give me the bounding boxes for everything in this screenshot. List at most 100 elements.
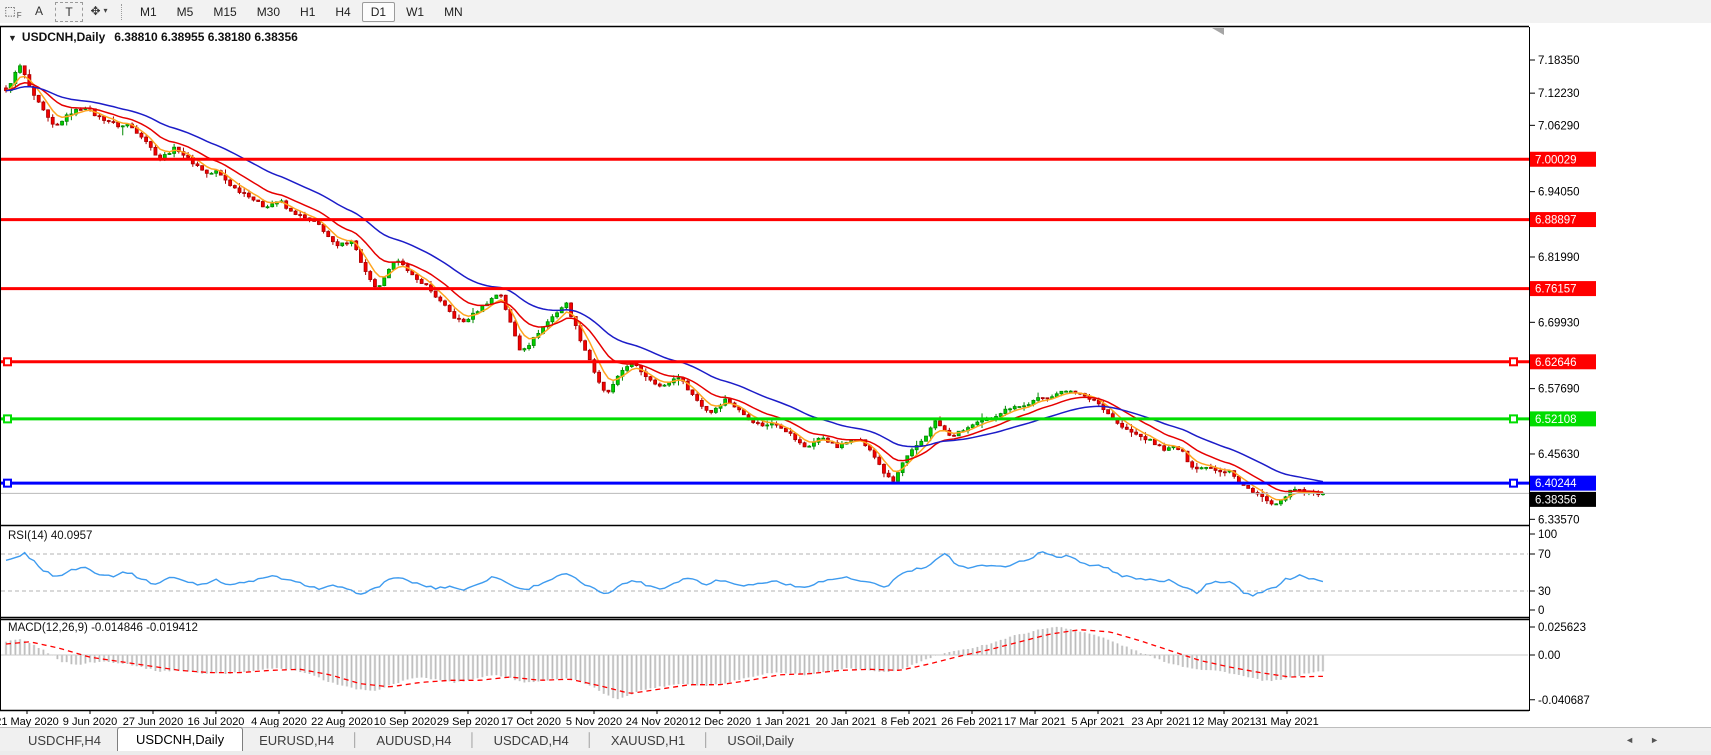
svg-text:6.33570: 6.33570 <box>1538 514 1580 526</box>
tab-eurusd-h4[interactable]: EURUSD,H4 <box>259 733 335 748</box>
date-axis-labels: 21 May 2020 9 Jun 2020 27 Jun 2020 16 Jul 2… <box>0 711 1319 728</box>
timeframe-button-d1[interactable]: D1 <box>361 1 396 22</box>
templates-icon[interactable]: ⬚ F <box>4 3 22 20</box>
rsi-plot <box>1 551 1528 597</box>
tab-usdcnh-daily[interactable]: USDCNH,Daily <box>116 727 244 752</box>
svg-text:6.94050: 6.94050 <box>1538 187 1580 199</box>
svg-text:6.81990: 6.81990 <box>1538 252 1580 264</box>
svg-text:70: 70 <box>1538 549 1551 561</box>
svg-text:12 Dec 2020: 12 Dec 2020 <box>689 716 751 728</box>
top-toolbar: ⬚ F A T ✥ ▾ M1 M5 M15 M30 H1 H4 D1 W1 MN <box>0 0 1711 24</box>
collapse-arrow-icon[interactable]: ▼ <box>8 33 17 43</box>
font-icon[interactable]: A <box>34 3 43 18</box>
price-axis-labels: 7.18350 7.12230 7.06290 6.94050 6.81990 6.699… <box>1530 55 1596 707</box>
svg-text:0.025623: 0.025623 <box>1538 622 1586 634</box>
timeframe-button-h1[interactable]: H1 <box>300 4 316 19</box>
tab-usoil-daily[interactable]: USOil,Daily <box>727 733 794 748</box>
pane-resize-handle-rsi[interactable] <box>0 525 1529 529</box>
toolbar-separator <box>121 3 123 20</box>
hline-handle[interactable] <box>1509 478 1518 488</box>
timeframe-button-w1[interactable]: W1 <box>406 4 425 19</box>
svg-text:30: 30 <box>1538 586 1551 598</box>
symbol-period-label: USDCNH,Daily <box>21 30 106 44</box>
svg-text:24 Nov 2020: 24 Nov 2020 <box>626 716 688 728</box>
tab-scroll-right-icon[interactable]: ► <box>1650 735 1659 745</box>
chart-title: ▼ USDCNH,Daily 6.38810 6.38955 6.38180 6.3… <box>8 30 298 44</box>
pane-resize-handle-macd[interactable] <box>0 617 1529 622</box>
macd-histogram <box>1 626 1528 700</box>
timeframe-button-m30[interactable]: M30 <box>256 4 281 19</box>
hline-handle[interactable] <box>1509 414 1518 424</box>
tab-usdchf-h4[interactable]: USDCHF,H4 <box>28 733 101 748</box>
svg-text:-0.040687: -0.040687 <box>1538 695 1590 707</box>
svg-text:5 Apr 2021: 5 Apr 2021 <box>1071 716 1124 728</box>
ohlc-readout: 6.38810 6.38955 6.38180 6.38356 <box>114 30 298 44</box>
svg-text:8 Feb 2021: 8 Feb 2021 <box>881 716 937 728</box>
macd-indicator-label: MACD(12,26,9) -0.014846 -0.019412 <box>8 622 198 634</box>
chart-canvas: 7.18350 7.12230 7.06290 6.94050 6.81990 6.699… <box>0 23 1711 755</box>
timeframe-button-m5[interactable]: M5 <box>176 4 194 19</box>
timeframe-button-m15[interactable]: M15 <box>213 4 237 19</box>
svg-text:16 Jul 2020: 16 Jul 2020 <box>188 716 245 728</box>
svg-text:6.38356: 6.38356 <box>1535 494 1577 506</box>
svg-text:23 Apr 2021: 23 Apr 2021 <box>1131 716 1190 728</box>
candles <box>4 63 1325 506</box>
svg-text:10 Sep 2020: 10 Sep 2020 <box>374 716 436 728</box>
svg-text:22 Aug 2020: 22 Aug 2020 <box>311 716 373 728</box>
chart-tab-bar: USDCHF,H4 USDCNH,Daily EURUSD,H4 │ AUDUSD,H4… <box>0 727 1711 752</box>
svg-text:26 Feb 2021: 26 Feb 2021 <box>941 716 1003 728</box>
timeframe-button-mn[interactable]: MN <box>444 4 463 19</box>
svg-text:6.76157: 6.76157 <box>1535 284 1577 296</box>
svg-text:6.88897: 6.88897 <box>1535 215 1577 227</box>
chart-shift-marker[interactable] <box>1212 28 1224 35</box>
svg-text:6.62646: 6.62646 <box>1535 357 1577 369</box>
svg-text:27 Jun 2020: 27 Jun 2020 <box>123 716 184 728</box>
horizontal-lines <box>1 157 1529 488</box>
svg-text:100: 100 <box>1538 529 1557 541</box>
tab-separator: │ <box>351 732 360 747</box>
svg-text:17 Mar 2021: 17 Mar 2021 <box>1004 716 1066 728</box>
svg-text:4 Aug 2020: 4 Aug 2020 <box>251 716 307 728</box>
timeframe-button-h4[interactable]: H4 <box>335 4 351 19</box>
tab-audusd-h4[interactable]: AUDUSD,H4 <box>376 733 452 748</box>
tab-separator: │ <box>468 732 477 747</box>
text-label-icon[interactable]: T <box>55 1 83 22</box>
svg-text:12 May 2021: 12 May 2021 <box>1192 716 1256 728</box>
svg-text:20 Jan 2021: 20 Jan 2021 <box>816 716 877 728</box>
svg-text:0.00: 0.00 <box>1538 650 1560 662</box>
ma-line-mid <box>5 81 1323 493</box>
tab-usdcad-h4[interactable]: USDCAD,H4 <box>493 733 569 748</box>
svg-text:0: 0 <box>1538 605 1544 617</box>
svg-text:6.69930: 6.69930 <box>1538 317 1580 329</box>
tab-xauusd-h1[interactable]: XAUUSD,H1 <box>610 733 686 748</box>
svg-text:7.06290: 7.06290 <box>1538 120 1580 132</box>
bottom-strip <box>0 751 1711 755</box>
tab-scroll-left-icon[interactable]: ◄ <box>1625 735 1635 745</box>
hline-handle[interactable] <box>3 357 12 367</box>
rsi-line <box>5 551 1324 597</box>
ma-line-slow <box>5 85 1324 483</box>
ma-line-fast <box>5 75 1323 501</box>
svg-text:7.18350: 7.18350 <box>1538 55 1580 67</box>
svg-text:7.12230: 7.12230 <box>1538 88 1580 100</box>
hline-handle[interactable] <box>1509 357 1518 367</box>
svg-text:6.40244: 6.40244 <box>1535 478 1577 490</box>
tab-separator: │ <box>585 732 594 747</box>
svg-text:6.45630: 6.45630 <box>1538 449 1580 461</box>
svg-text:9 Jun 2020: 9 Jun 2020 <box>63 716 117 728</box>
svg-text:6.52108: 6.52108 <box>1535 414 1577 426</box>
macd-signal-line <box>5 629 1323 694</box>
svg-text:6.57690: 6.57690 <box>1538 384 1580 396</box>
svg-text:7.00029: 7.00029 <box>1535 154 1577 166</box>
tab-separator: │ <box>702 732 711 747</box>
svg-text:1 Jan 2021: 1 Jan 2021 <box>756 716 810 728</box>
hline-handle[interactable] <box>3 414 12 424</box>
hline-handle[interactable] <box>3 478 12 488</box>
svg-text:29 Sep 2020: 29 Sep 2020 <box>437 716 499 728</box>
rsi-indicator-label: RSI(14) 40.0957 <box>8 530 93 542</box>
svg-text:5 Nov 2020: 5 Nov 2020 <box>566 716 622 728</box>
cursor-tools-icon[interactable]: ✥ ▾ <box>90 3 108 18</box>
svg-text:17 Oct 2020: 17 Oct 2020 <box>501 716 561 728</box>
timeframe-button-m1[interactable]: M1 <box>140 4 157 19</box>
svg-text:31 May 2021: 31 May 2021 <box>1255 716 1319 728</box>
